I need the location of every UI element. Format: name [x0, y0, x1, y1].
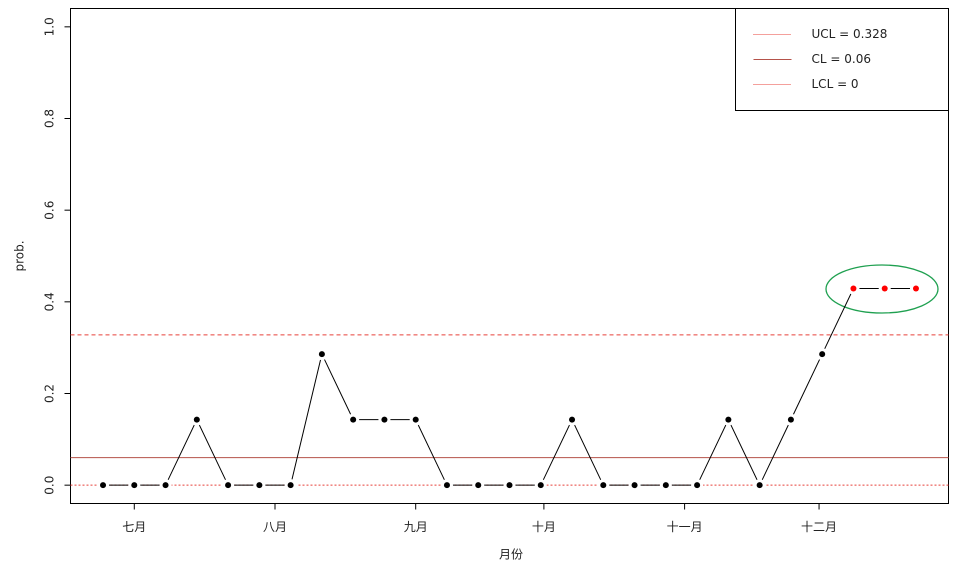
- point: [881, 285, 888, 292]
- x-tick-label: 十一月: [667, 520, 703, 534]
- y-tick-label: 0.8: [43, 109, 57, 128]
- point: [631, 482, 638, 489]
- point: [100, 482, 107, 489]
- point: [912, 285, 919, 292]
- point: [318, 351, 325, 358]
- y-axis-label: prob.: [13, 240, 27, 271]
- x-tick-label: 十二月: [801, 520, 837, 534]
- point: [725, 416, 732, 423]
- point: [225, 482, 232, 489]
- point: [350, 416, 357, 423]
- x-tick-label: 七月: [122, 520, 146, 534]
- x-axis-label: 月份: [499, 548, 523, 562]
- point: [193, 416, 200, 423]
- y-tick-label: 0.2: [43, 384, 57, 403]
- legend-label: CL = 0.06: [812, 52, 871, 66]
- point: [819, 351, 826, 358]
- x-tick-label: 八月: [263, 520, 287, 534]
- plot-frame: [70, 8, 949, 504]
- point: [475, 482, 482, 489]
- y-tick-label: 0.6: [43, 201, 57, 220]
- point: [443, 482, 450, 489]
- legend-label: UCL = 0.328: [812, 27, 888, 41]
- x-tick-label: 十月: [532, 520, 556, 534]
- series-line: [103, 288, 916, 487]
- point: [850, 285, 857, 292]
- y-tick-label: 0.4: [43, 292, 57, 311]
- y-tick-label: 1.0: [43, 17, 57, 36]
- point: [131, 482, 138, 489]
- highlight-ellipse: [825, 264, 939, 314]
- point: [600, 482, 607, 489]
- point: [569, 416, 576, 423]
- x-tick-label: 九月: [404, 520, 428, 534]
- point: [537, 482, 544, 489]
- point: [787, 416, 794, 423]
- point: [287, 482, 294, 489]
- point: [506, 482, 513, 489]
- point: [694, 482, 701, 489]
- point: [256, 482, 263, 489]
- point: [756, 482, 763, 489]
- point: [381, 416, 388, 423]
- legend-label: LCL = 0: [812, 77, 859, 91]
- y-tick-label: 0.0: [43, 476, 57, 495]
- point: [162, 482, 169, 489]
- point: [662, 482, 669, 489]
- point: [412, 416, 419, 423]
